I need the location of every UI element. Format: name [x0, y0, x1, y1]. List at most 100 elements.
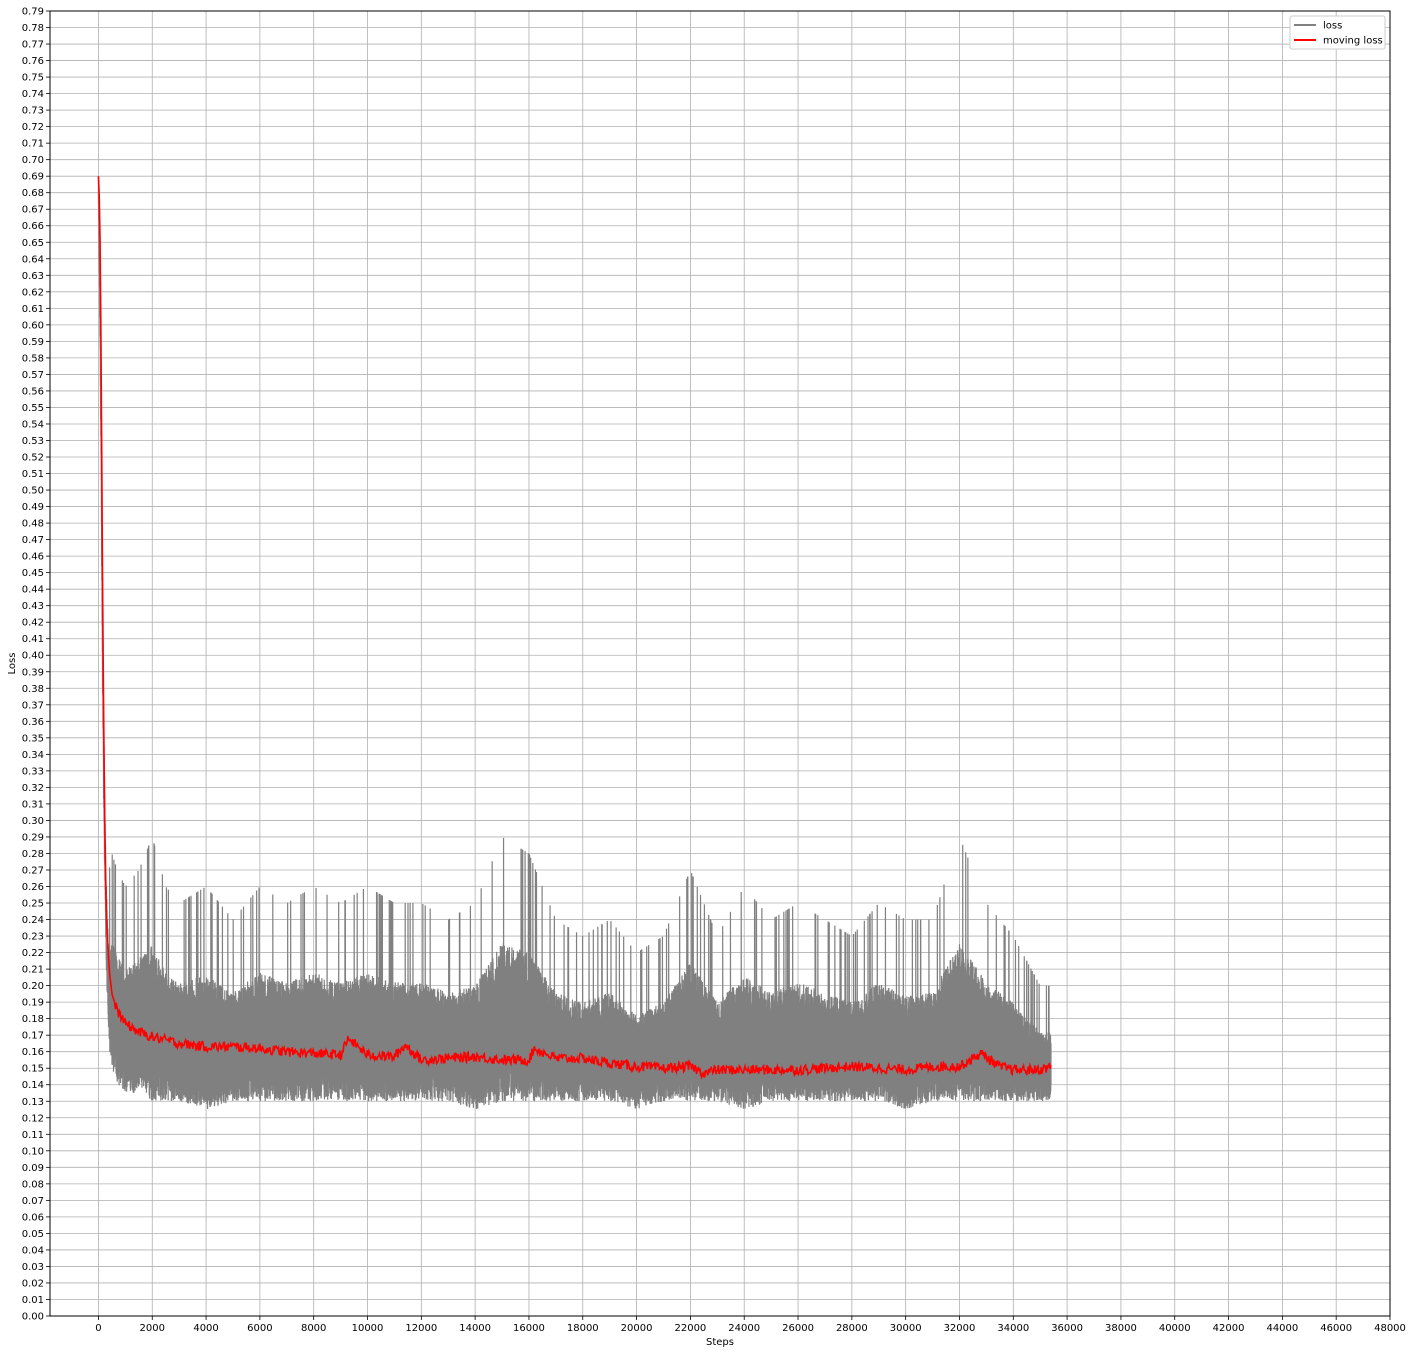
series [97, 176, 1052, 1109]
y-tick-label: 0.43 [22, 601, 44, 612]
y-tick-label: 0.37 [22, 700, 44, 711]
y-tick-label: 0.36 [22, 717, 44, 728]
y-tick-label: 0.72 [22, 122, 44, 133]
y-tick-label: 0.68 [22, 188, 44, 199]
x-tick-label: 38000 [1105, 1323, 1137, 1334]
y-tick-label: 0.79 [22, 7, 44, 18]
y-tick-label: 0.27 [22, 865, 44, 876]
y-tick-label: 0.60 [22, 320, 44, 331]
series-moving-loss-line [97, 176, 1052, 1080]
y-tick-label: 0.25 [22, 899, 44, 910]
y-tick-label: 0.56 [22, 386, 44, 397]
y-tick-label: 0.20 [22, 981, 44, 992]
y-tick-label: 0.19 [22, 998, 44, 1009]
y-tick-label: 0.74 [22, 89, 44, 100]
y-tick-label: 0.40 [22, 651, 44, 662]
x-tick-label: 30000 [890, 1323, 922, 1334]
x-tick-label: 36000 [1051, 1323, 1083, 1334]
y-tick-label: 0.73 [22, 106, 44, 117]
y-tick-label: 0.59 [22, 337, 44, 348]
y-tick-label: 0.38 [22, 684, 44, 695]
y-tick-label: 0.61 [22, 304, 44, 315]
y-tick-label: 0.30 [22, 816, 44, 827]
y-tick-label: 0.24 [22, 915, 44, 926]
y-tick-label: 0.09 [22, 1163, 44, 1174]
y-tick-label: 0.35 [22, 733, 44, 744]
x-axis-ticks: 0 2000 4000 6000 8000 10000 12000 14000 16000 180… [95, 1316, 1406, 1334]
y-tick-label: 0.42 [22, 618, 44, 629]
y-tick-label: 0.54 [22, 419, 44, 430]
y-tick-label: 0.31 [22, 799, 44, 810]
y-tick-label: 0.13 [22, 1097, 44, 1108]
y-axis-label: Loss [7, 653, 18, 675]
y-tick-label: 0.21 [22, 965, 44, 976]
y-tick-label: 0.14 [22, 1080, 44, 1091]
y-tick-label: 0.22 [22, 948, 44, 959]
y-tick-label: 0.77 [22, 40, 44, 51]
x-tick-label: 8000 [301, 1323, 326, 1334]
y-tick-label: 0.66 [22, 221, 44, 232]
y-tick-label: 0.28 [22, 849, 44, 860]
y-tick-label: 0.52 [22, 453, 44, 464]
x-tick-label: 16000 [513, 1323, 545, 1334]
y-tick-label: 0.06 [22, 1212, 44, 1223]
x-tick-label: 42000 [1213, 1323, 1245, 1334]
y-tick-label: 0.76 [22, 56, 44, 67]
y-tick-label: 0.78 [22, 23, 44, 34]
y-tick-label: 0.10 [22, 1146, 44, 1157]
x-tick-label: 0 [95, 1323, 101, 1334]
y-tick-label: 0.75 [22, 73, 44, 84]
y-tick-label: 0.39 [22, 667, 44, 678]
y-tick-label: 0.07 [22, 1196, 44, 1207]
x-tick-label: 24000 [728, 1323, 760, 1334]
y-tick-label: 0.46 [22, 552, 44, 563]
y-tick-label: 0.15 [22, 1064, 44, 1075]
x-tick-label: 28000 [836, 1323, 868, 1334]
x-tick-label: 46000 [1320, 1323, 1352, 1334]
y-tick-label: 0.58 [22, 353, 44, 364]
x-tick-label: 2000 [140, 1323, 165, 1334]
y-tick-label: 0.29 [22, 832, 44, 843]
y-tick-label: 0.44 [22, 585, 44, 596]
y-tick-label: 0.23 [22, 932, 44, 943]
y-tick-label: 0.55 [22, 403, 44, 414]
plot-frame [49, 10, 1391, 1317]
x-tick-label: 10000 [352, 1323, 384, 1334]
series-loss-line [97, 177, 1052, 1109]
y-tick-label: 0.47 [22, 535, 44, 546]
y-tick-label: 0.62 [22, 287, 44, 298]
y-tick-label: 0.69 [22, 172, 44, 183]
y-tick-label: 0.51 [22, 469, 44, 480]
y-tick-label: 0.03 [22, 1262, 44, 1273]
y-tick-label: 0.64 [22, 254, 44, 265]
y-tick-label: 0.34 [22, 750, 44, 761]
y-tick-label: 0.11 [22, 1130, 44, 1141]
x-tick-label: 20000 [621, 1323, 653, 1334]
legend-label-moving-loss: moving loss [1323, 36, 1383, 47]
x-tick-label: 44000 [1266, 1323, 1298, 1334]
y-tick-label: 0.67 [22, 205, 44, 216]
y-tick-label: 0.65 [22, 238, 44, 249]
y-tick-label: 0.45 [22, 568, 44, 579]
y-tick-label: 0.00 [22, 1312, 44, 1323]
y-tick-label: 0.17 [22, 1031, 44, 1042]
x-tick-label: 4000 [193, 1323, 218, 1334]
y-tick-label: 0.41 [22, 634, 44, 645]
y-tick-label: 0.48 [22, 519, 44, 530]
y-tick-label: 0.32 [22, 783, 44, 794]
y-tick-label: 0.02 [22, 1278, 44, 1289]
y-tick-label: 0.26 [22, 882, 44, 893]
x-tick-label: 18000 [567, 1323, 599, 1334]
y-axis-ticks: 0.00 0.01 0.02 0.03 0.04 0.05 0.06 0.07 0.08 0.09… [22, 7, 50, 1323]
y-tick-label: 0.63 [22, 271, 44, 282]
x-tick-label: 14000 [459, 1323, 491, 1334]
legend-label-loss: loss [1323, 21, 1342, 32]
y-tick-label: 0.04 [22, 1245, 44, 1256]
y-tick-label: 0.08 [22, 1179, 44, 1190]
x-axis-label: Steps [706, 1337, 734, 1348]
y-tick-label: 0.12 [22, 1113, 44, 1124]
grid [50, 10, 1391, 1317]
x-tick-label: 12000 [405, 1323, 437, 1334]
